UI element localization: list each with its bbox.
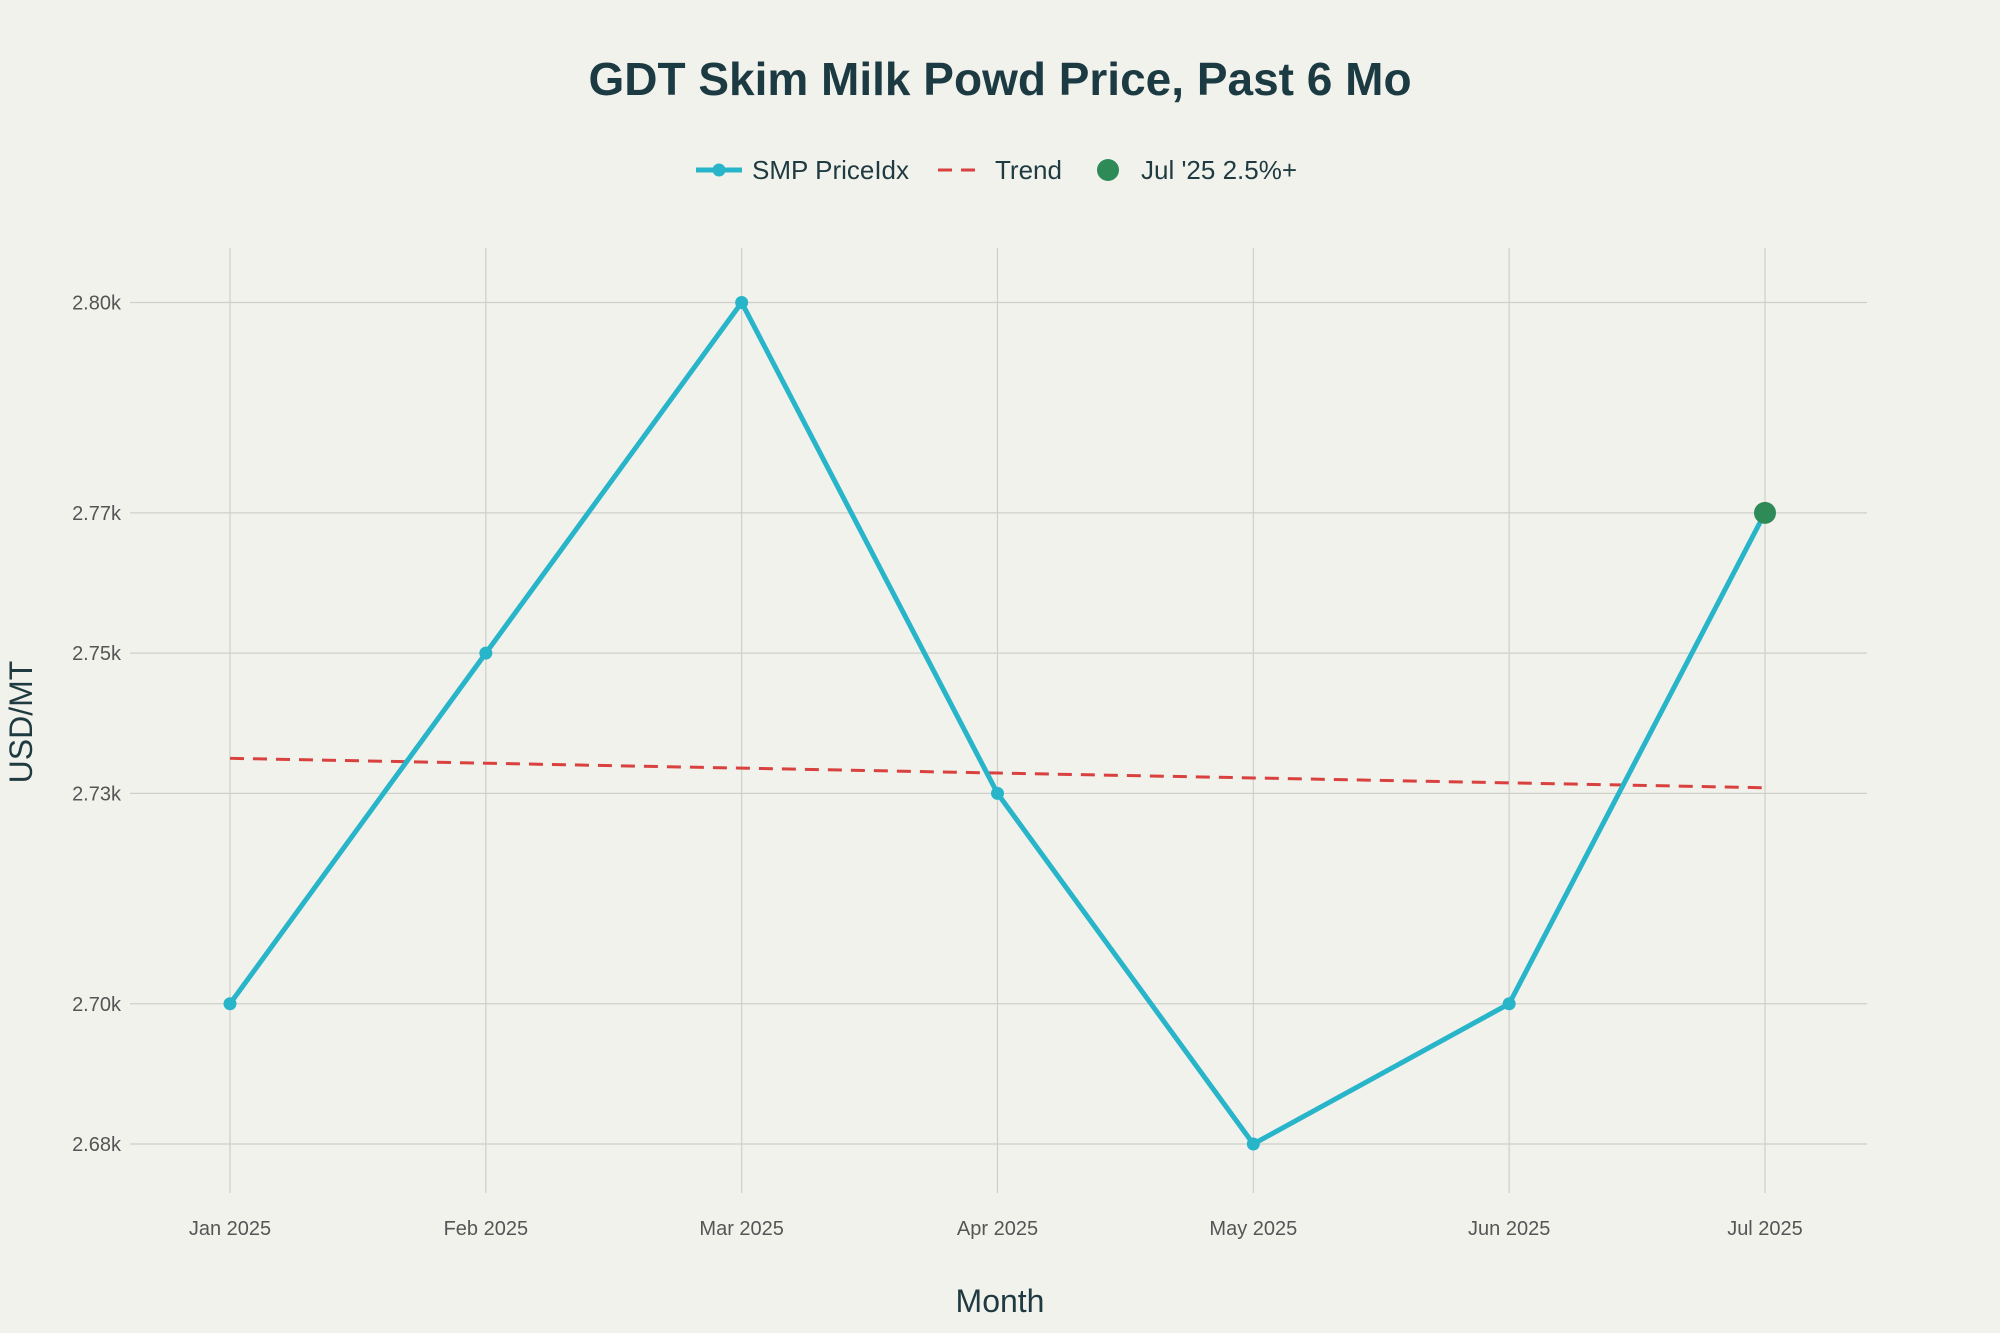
x-tick-label: Jan 2025 (189, 1218, 271, 1240)
series-layer (223, 296, 1776, 1151)
y-tick-label: 2.70k (72, 994, 122, 1016)
price-point (223, 997, 237, 1011)
legend-marker-price (712, 163, 726, 177)
price-point (1246, 1137, 1260, 1151)
x-tick-label: Feb 2025 (444, 1218, 529, 1240)
legend: SMP PriceIdx Trend Jul '25 2.5%+ (696, 155, 1297, 185)
price-point (991, 786, 1004, 800)
y-tick-label: 2.77k (72, 503, 122, 525)
price-point (479, 646, 493, 660)
legend-label-price: SMP PriceIdx (752, 155, 909, 185)
x-tick-label: Jul 2025 (1727, 1218, 1803, 1240)
y-tick-label: 2.75k (72, 643, 122, 665)
axes: Jan 2025 Feb 2025 Mar 2025 Apr 2025 May 2025… (3, 293, 1803, 1320)
grid (130, 248, 1867, 1193)
legend-marker-highlight (1097, 159, 1119, 181)
y-tick-label: 2.68k (72, 1134, 122, 1156)
x-tick-label: Jun 2025 (1468, 1218, 1550, 1240)
y-tick-label: 2.73k (72, 783, 122, 805)
price-point (1502, 997, 1516, 1011)
legend-label-trend: Trend (995, 155, 1062, 185)
legend-label-highlight: Jul '25 2.5%+ (1141, 155, 1297, 185)
x-tick-label: Mar 2025 (699, 1218, 784, 1240)
price-point (735, 296, 749, 309)
chart-title: GDT Skim Milk Powd Price, Past 6 Mo (588, 53, 1412, 105)
x-tick-label: Apr 2025 (957, 1218, 1038, 1240)
y-axis-title: USD/MT (3, 661, 39, 784)
y-tick-label: 2.80k (72, 293, 122, 315)
x-axis-title: Month (956, 1283, 1045, 1319)
highlight-point (1754, 501, 1776, 524)
x-tick-label: May 2025 (1209, 1218, 1297, 1240)
trend-line (229, 756, 1766, 790)
